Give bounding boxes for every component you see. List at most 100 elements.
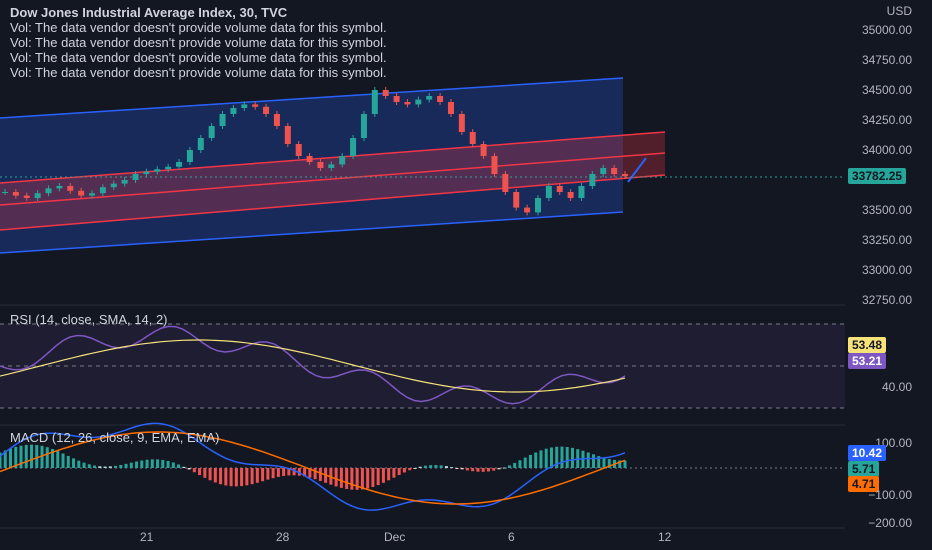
macd-histogram-bar	[271, 468, 275, 479]
candle-body	[360, 114, 367, 138]
vol-note: Vol: The data vendor doesn't provide vol…	[10, 20, 387, 35]
macd-histogram-bar	[313, 468, 317, 480]
x-tick: 12	[658, 530, 672, 544]
macd-histogram-bar	[429, 465, 433, 468]
macd-histogram-bar	[586, 452, 590, 468]
candle-body	[132, 174, 139, 180]
macd-histogram-bar	[397, 468, 401, 476]
last-price-tag: 33782.25	[848, 168, 907, 184]
currency-label: USD	[886, 4, 912, 18]
legend: Dow Jones Industrial Average Index, 30, …	[10, 5, 387, 80]
macd-histogram-bar	[303, 468, 307, 477]
macd-histogram-bar	[486, 468, 490, 472]
candle-body	[502, 174, 509, 192]
macd-histogram-bar	[318, 468, 322, 481]
macd-histogram-bar	[161, 459, 165, 468]
red-channel-mid	[0, 152, 666, 206]
macd-histogram-bar	[381, 468, 385, 483]
macd-histogram-bar	[108, 466, 112, 468]
candle-body	[34, 193, 41, 198]
candle-body	[622, 174, 628, 177]
candle-body	[230, 108, 237, 114]
macd-histogram-bar	[30, 444, 34, 468]
price-tick: 33250.00	[861, 233, 912, 247]
macd-histogram-bar	[255, 468, 259, 483]
macd-histogram-bar	[45, 447, 49, 468]
macd-histogram-bar	[103, 466, 107, 468]
price-tick: 34750.00	[861, 53, 912, 67]
macd-histogram-bar	[528, 454, 532, 468]
macd-histogram-bar	[623, 460, 627, 468]
macd-histogram-bar	[591, 454, 595, 468]
candle-body	[328, 164, 335, 168]
x-tick: Dec	[384, 530, 406, 544]
candle-body	[99, 187, 106, 194]
macd-histogram-bar	[82, 462, 86, 468]
macd-histogram-bar	[177, 464, 181, 468]
candle-body	[545, 186, 552, 198]
macd-histogram-bar	[234, 468, 238, 487]
macd-histogram-bar	[240, 468, 244, 487]
rsi-tick: 40.00	[881, 380, 912, 394]
rsi-sma-line	[0, 339, 626, 393]
macd-histogram-bar	[366, 468, 370, 489]
macd-histogram-bar	[40, 445, 44, 468]
macd-histogram-bar	[345, 468, 349, 489]
macd-histogram-bar	[140, 460, 144, 468]
candle-body	[284, 126, 291, 144]
vol-note: Vol: The data vendor doesn't provide vol…	[10, 65, 387, 80]
price-tick: 34000.00	[861, 143, 912, 157]
macd-title[interactable]: MACD (12, 26, close, 9, EMA, EMA)	[10, 430, 220, 445]
candle-body	[480, 144, 487, 156]
candle-body	[45, 188, 52, 194]
candle-body	[176, 162, 183, 167]
macd-histogram-bar	[203, 468, 207, 478]
candle-body	[208, 126, 215, 138]
candle-body	[89, 193, 96, 196]
rsi-line	[0, 325, 626, 405]
macd-histogram-bar	[266, 468, 270, 480]
candle-body	[121, 180, 128, 184]
candle-body	[382, 90, 389, 96]
candle-body	[426, 96, 433, 100]
rsi-title[interactable]: RSI (14, close, SMA, 14, 2)	[10, 312, 168, 327]
macd-histogram-bar	[565, 447, 569, 468]
macd-histogram-bar	[513, 462, 517, 468]
macd-histogram-bar	[192, 468, 196, 473]
hist-value-tag: 5.71	[848, 461, 880, 477]
macd-histogram-bar	[198, 468, 202, 476]
macd-histogram-bar	[56, 451, 60, 468]
macd-histogram-bar	[597, 456, 601, 468]
price-tick: 35000.00	[861, 23, 912, 37]
macd-histogram-bar	[444, 466, 448, 468]
vol-note: Vol: The data vendor doesn't provide vol…	[10, 50, 387, 65]
candle-body	[2, 192, 8, 193]
candle-body	[110, 183, 117, 188]
macd-histogram-bar	[287, 468, 291, 476]
macd-histogram-bar	[570, 447, 574, 468]
candle-body	[567, 192, 574, 198]
macd-histogram-bar	[114, 465, 118, 468]
blue-channel-upper	[0, 77, 624, 119]
macd-histogram-bar	[492, 468, 496, 471]
macd-histogram-bar	[72, 458, 76, 468]
candle-body	[600, 168, 607, 174]
macd-histogram-bar	[534, 452, 538, 468]
macd-histogram-bar	[518, 460, 522, 468]
macd-line	[0, 422, 626, 511]
macd-histogram-bar	[14, 446, 18, 468]
candle-body	[437, 96, 444, 102]
macd-histogram-bar	[182, 466, 186, 468]
candle-body	[197, 138, 204, 150]
candle-body	[56, 186, 63, 189]
macd-histogram-bar	[0, 452, 2, 468]
symbol-title[interactable]: Dow Jones Industrial Average Index, 30, …	[10, 5, 288, 20]
macd-histogram-bar	[549, 447, 553, 468]
macd-histogram-bar	[219, 468, 223, 485]
macd-histogram-bar	[66, 455, 70, 468]
macd-histogram-bar	[423, 465, 427, 468]
candle-body	[241, 104, 248, 108]
macd-histogram-bar	[229, 468, 233, 487]
candle-body	[404, 102, 411, 105]
